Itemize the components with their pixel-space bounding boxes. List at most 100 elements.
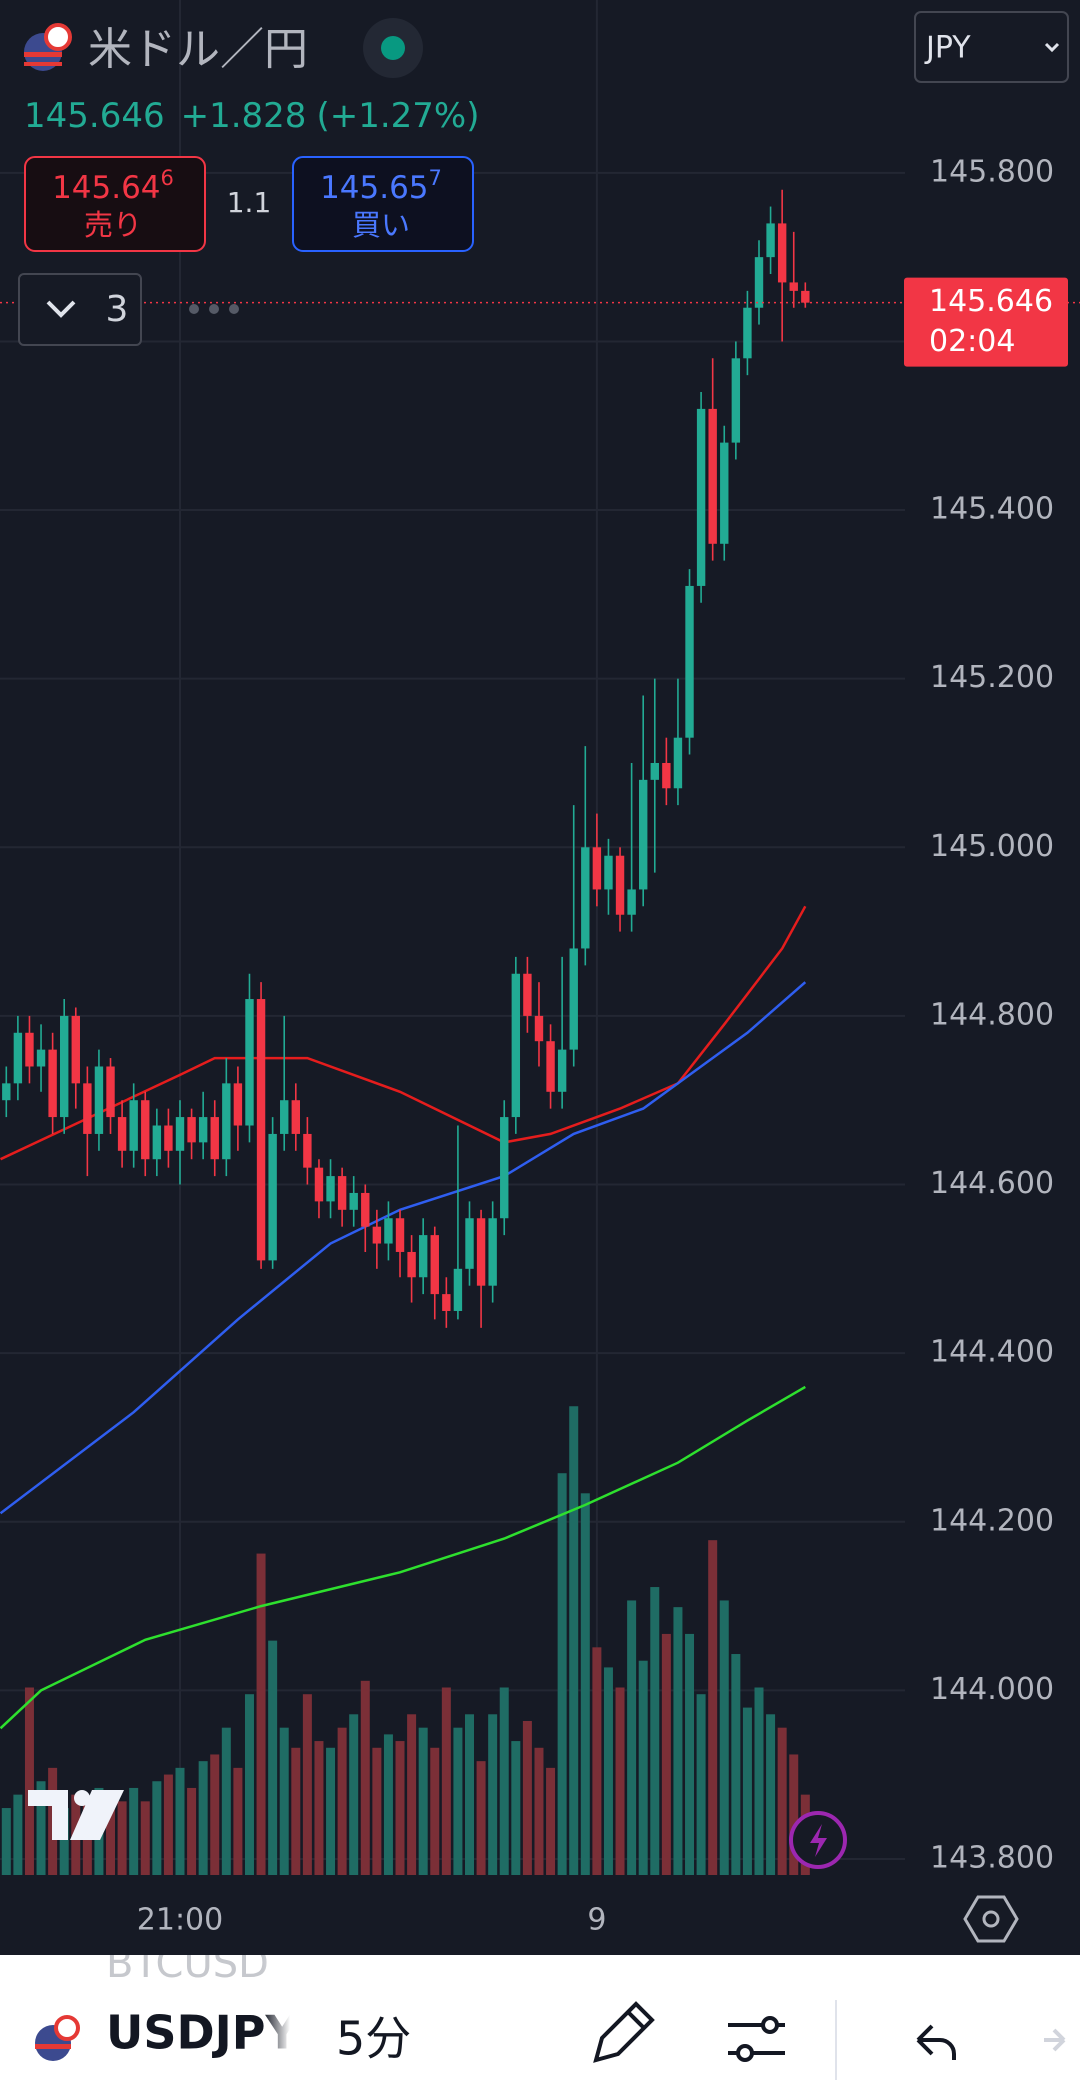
- y-tick-label: 144.600: [930, 1166, 1054, 1201]
- dot: [189, 304, 199, 314]
- indicators-button[interactable]: [728, 2016, 785, 2062]
- candle-body: [233, 1083, 243, 1126]
- candle-body: [592, 847, 602, 890]
- candle-body: [685, 585, 694, 738]
- candle-body: [13, 1032, 23, 1084]
- volume-bar: [233, 1767, 243, 1875]
- logo-part: [74, 1790, 90, 1806]
- volume-bar: [441, 1687, 451, 1875]
- candle-body: [268, 1133, 277, 1261]
- price-change: 145.646 +1.828 (+1.27%): [24, 96, 479, 136]
- settings-button[interactable]: [963, 1895, 1019, 1943]
- logo-part: [70, 1790, 124, 1840]
- volume-bar: [615, 1687, 625, 1875]
- chevron: [1044, 42, 1060, 53]
- candle-body: [476, 1218, 486, 1286]
- volume-bar: [476, 1761, 486, 1875]
- sell-button[interactable]: [24, 156, 206, 252]
- change: +1.828: [181, 96, 307, 136]
- volume-bar: [465, 1714, 474, 1875]
- tradingview-logo: [28, 1790, 124, 1840]
- symbol-name[interactable]: 米ドル／円: [88, 24, 308, 75]
- y-tick-label: 143.800: [930, 1840, 1054, 1875]
- candle-body: [164, 1125, 173, 1151]
- undo-button[interactable]: [916, 2024, 956, 2060]
- volume-bar: [24, 1687, 34, 1875]
- candle-body: [175, 1117, 185, 1151]
- y-tick-label: 145.400: [930, 492, 1054, 527]
- volume-bar: [580, 1493, 590, 1875]
- candle-body: [291, 1100, 300, 1134]
- moving-average-line: [0, 1385, 806, 1730]
- countdown: 02:04: [929, 324, 1015, 359]
- volume-bar: [696, 1694, 706, 1875]
- candle-body: [615, 855, 625, 915]
- candle-body: [581, 847, 590, 949]
- logo-part: [28, 1790, 68, 1840]
- volume-bar: [129, 1787, 139, 1875]
- volume-bar: [673, 1607, 683, 1875]
- candle-body: [453, 1268, 463, 1311]
- fade: [200, 1955, 290, 2086]
- volume-bar: [766, 1714, 776, 1875]
- volume-bar: [742, 1707, 752, 1875]
- redo-button[interactable]: [1044, 2028, 1066, 2052]
- volume-bar: [163, 1774, 173, 1875]
- lightning-icon: [810, 1824, 827, 1857]
- y-tick-label: 145.000: [930, 829, 1054, 864]
- candle-body: [94, 1066, 104, 1134]
- candle-body: [326, 1176, 335, 1202]
- currency-select[interactable]: [914, 11, 1069, 83]
- candle-body: [372, 1226, 382, 1244]
- volume-bar: [326, 1747, 336, 1875]
- candle-body: [280, 1100, 289, 1134]
- volume-bar: [754, 1687, 764, 1875]
- candle-body: [720, 442, 729, 544]
- volume-bar: [268, 1640, 278, 1875]
- candle-body: [129, 1100, 138, 1151]
- candle-body: [650, 762, 659, 780]
- flag-stripe: [35, 2044, 71, 2049]
- volume-bar: [546, 1767, 556, 1875]
- volume-bar: [627, 1600, 637, 1875]
- volume-bar: [534, 1747, 544, 1875]
- indicator-toggle[interactable]: [18, 273, 142, 346]
- volume-bar: [789, 1754, 799, 1875]
- volume-bar: [187, 1787, 197, 1875]
- volume-bar: [349, 1714, 359, 1875]
- market-status-dot: [381, 36, 405, 60]
- volume-bar: [372, 1747, 382, 1875]
- volume-bar: [59, 1808, 69, 1875]
- candle-body: [349, 1192, 358, 1210]
- candle-body: [511, 973, 521, 1118]
- buy-button[interactable]: [292, 156, 474, 252]
- candle-body: [337, 1176, 347, 1210]
- volume-bar: [453, 1727, 463, 1875]
- candle-body: [534, 1015, 544, 1042]
- candle-body: [662, 762, 671, 789]
- y-tick-label: 145.200: [930, 660, 1054, 695]
- draw-tool-button[interactable]: [593, 2001, 655, 2063]
- volume-bar: [511, 1741, 521, 1875]
- header: 米ドル／円 JPY 145.646 +1.828 (+1.27%) 145.646 …: [18, 11, 1069, 346]
- volume-bar: [557, 1473, 567, 1875]
- candle-body: [384, 1218, 393, 1244]
- volume-bar: [106, 1794, 116, 1875]
- buy-price: 145.657: [320, 166, 442, 206]
- sell-price-main: 145.64: [52, 170, 160, 206]
- sell-label: 売り: [84, 208, 142, 242]
- candle-body: [222, 1083, 231, 1160]
- last-price-box: [904, 277, 1068, 367]
- interval[interactable]: 5分: [336, 2012, 411, 2066]
- sell-pip: 6: [161, 166, 174, 190]
- volume-bar: [407, 1714, 417, 1875]
- candle-body: [546, 1041, 555, 1092]
- candle-body: [198, 1117, 208, 1143]
- x-tick-label: 21:00: [137, 1903, 223, 1938]
- volume-bar: [210, 1754, 220, 1875]
- volume-bar: [638, 1660, 648, 1875]
- symbol-switcher[interactable]: BTCUSD USDJPY: [106, 1941, 299, 2086]
- candle-body: [210, 1117, 219, 1160]
- grid: [0, 0, 905, 1875]
